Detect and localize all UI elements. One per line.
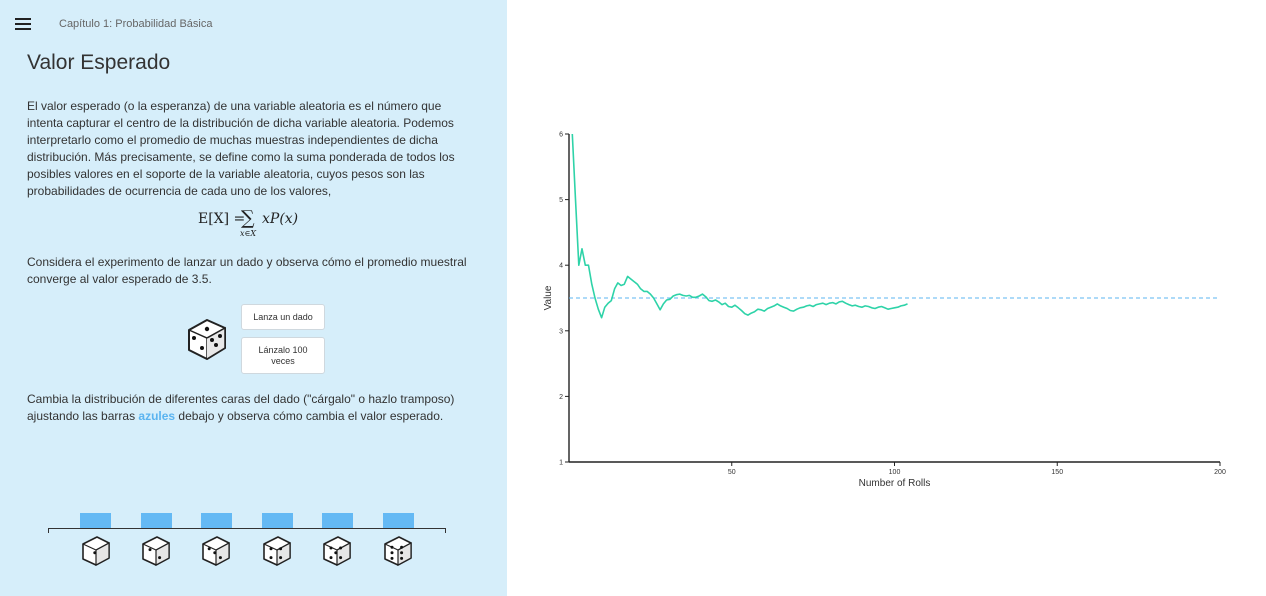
distribution-axis — [48, 528, 446, 529]
y-tick-label: 3 — [559, 328, 563, 335]
die-face-1-icon — [82, 536, 110, 567]
distribution-bar-face-3[interactable] — [201, 513, 232, 528]
sample-mean-line — [571, 133, 908, 319]
distribution-bar-face-4[interactable] — [262, 513, 293, 528]
formula-sigma: ∑ — [241, 207, 255, 229]
formula-rhs: xP(x) — [262, 211, 299, 227]
experiment-paragraph: Considera el experimento de lanzar un da… — [27, 255, 467, 286]
distribution-axis-tick — [445, 528, 446, 533]
chapter-title: Capítulo 1: Probabilidad Básica — [59, 18, 213, 30]
die-face-3-icon — [202, 536, 230, 567]
distribution-bar-face-1[interactable] — [80, 513, 111, 528]
x-axis-label: Number of Rolls — [859, 478, 931, 489]
die-face-4-icon — [263, 536, 291, 567]
x-tick-label: 200 — [1214, 469, 1226, 476]
distribution-bar-face-2[interactable] — [141, 513, 172, 528]
roll-one-button[interactable]: Lanza un dado — [241, 304, 325, 330]
y-tick-label: 1 — [559, 460, 563, 467]
blue-bars-highlight: azules — [138, 409, 176, 423]
distribution-bar-face-6[interactable] — [383, 513, 414, 528]
formula-lhs: E[X] = — [198, 211, 246, 227]
distribution-text-before: Cambia la distribución de diferentes car… — [27, 392, 455, 423]
y-tick-label: 2 — [559, 394, 563, 401]
page-title: Valor Esperado — [27, 51, 171, 74]
y-tick-label: 6 — [559, 132, 563, 139]
intro-paragraph: El valor esperado (o la esperanza) de un… — [27, 99, 455, 198]
x-tick-label: 50 — [728, 469, 736, 476]
roll-hundred-button[interactable]: Lánzalo 100 veces — [241, 337, 325, 374]
y-axis-label: Value — [543, 285, 554, 310]
distribution-bar-face-5[interactable] — [322, 513, 353, 528]
die-face-6-icon — [384, 536, 412, 567]
distribution-axis-tick — [48, 528, 49, 533]
distribution-text-after: debajo y observa cómo cambia el valor es… — [175, 409, 444, 423]
menu-icon[interactable] — [15, 15, 33, 35]
x-tick-label: 150 — [1051, 469, 1063, 476]
x-tick-label: 100 — [889, 469, 901, 476]
distribution-paragraph: Cambia la distribución de diferentes car… — [27, 391, 472, 425]
die-face-2-icon — [142, 536, 170, 567]
formula-subscript: x∈X — [240, 229, 257, 238]
left-panel: Capítulo 1: Probabilidad Básica Valor Es… — [0, 0, 507, 596]
y-tick-label: 4 — [559, 263, 563, 270]
die-face-5-icon — [323, 536, 351, 567]
expected-value-formula: E[X] = ∑ x∈X xP(x) — [198, 207, 318, 241]
running-average-chart: 50 100 150 200 1 2 3 4 5 6 Number of Rolls Value — [543, 132, 1226, 490]
die-icon[interactable] — [183, 316, 228, 361]
y-tick-label: 5 — [559, 197, 563, 204]
